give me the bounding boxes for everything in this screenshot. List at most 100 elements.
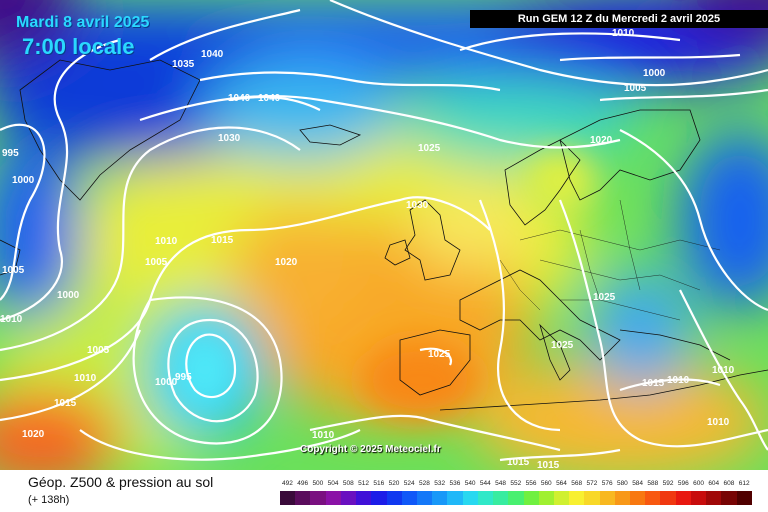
scale-label: 580: [616, 480, 628, 487]
scale-label: 524: [403, 480, 415, 487]
scale-label: 556: [525, 480, 537, 487]
isobar-label: 1015: [642, 378, 665, 389]
isobar-label: 1025: [428, 349, 451, 360]
scale-swatch: [416, 491, 433, 505]
isobar-label: 1000: [12, 175, 35, 186]
isobar-label: 1005: [624, 83, 647, 94]
scale-label: 528: [419, 480, 430, 487]
scale-swatch: [462, 491, 478, 505]
scale-swatch: [523, 491, 539, 505]
scale-label: 512: [358, 480, 369, 487]
scale-label: 608: [723, 480, 735, 487]
isobar-label: 1020: [275, 257, 298, 268]
isobar-label: 1025: [418, 143, 441, 154]
scale-label: 516: [373, 480, 385, 487]
isobar-label: 1010: [612, 28, 635, 39]
isobar-label: 1000: [57, 290, 80, 301]
isobar-label: 1020: [590, 135, 613, 146]
isobar-label: 1005: [2, 265, 25, 276]
scale-label: 600: [693, 480, 704, 487]
scale-swatch: [356, 491, 372, 505]
isobar-label: 1015: [537, 460, 560, 470]
legend-title: Géop. Z500 & pression au sol: [28, 474, 214, 490]
scale-label: 532: [434, 480, 446, 487]
scale-label: 536: [449, 480, 461, 487]
scale-label: 592: [662, 480, 674, 487]
scale-swatch: [690, 491, 707, 505]
scale-label: 548: [495, 480, 507, 487]
isobar-label: 1015: [211, 235, 234, 246]
scale-swatch: [477, 491, 494, 505]
scale-swatch: [660, 491, 676, 505]
scale-swatch: [553, 491, 570, 505]
isobar-label: 1035: [172, 59, 195, 70]
weather-map: 1010 1000 1005 995 1040 1035 1040 1040 1…: [0, 0, 768, 470]
scale-label: 560: [540, 480, 552, 487]
scale-swatch: [721, 491, 737, 505]
scale-swatch: [645, 491, 661, 505]
scale-label: 520: [388, 480, 400, 487]
scale-label: 612: [738, 480, 750, 487]
scale-label: 544: [479, 480, 491, 487]
model-run-label: Run GEM 12 Z du Mercredi 2 avril 2025: [470, 10, 768, 28]
scale-swatch: [599, 491, 615, 505]
scale-label: 568: [571, 480, 583, 487]
scale-label: 504: [327, 480, 339, 487]
scale-label: 572: [586, 480, 598, 487]
isobar-label: 1015: [54, 398, 77, 409]
isobar-label: 1000: [643, 68, 666, 79]
isobar-label: 1010: [712, 365, 735, 376]
scale-swatch: [340, 491, 357, 505]
isobar-label: 1040: [258, 93, 281, 104]
isobar-label: 995: [175, 372, 192, 383]
isobars: [0, 0, 768, 462]
isobar-label: 995: [2, 148, 19, 159]
scale-swatch: [630, 491, 646, 505]
scale-swatch: [614, 491, 631, 505]
isobar-label: 1010: [312, 430, 335, 441]
scale-swatch: [584, 491, 600, 505]
forecast-date: Mardi 8 avril 2025: [16, 14, 150, 31]
scale-swatch: [569, 491, 585, 505]
copyright: Copyright © 2025 Meteociel.fr: [300, 444, 441, 455]
scale-label: 508: [342, 480, 354, 487]
isobar-label: 1010: [707, 417, 730, 428]
isobar-label: 1010: [667, 375, 690, 386]
isobar-label: 1020: [22, 429, 45, 440]
isobar-label: 1040: [228, 93, 251, 104]
scale-swatch: [325, 491, 341, 505]
color-scale-bar: [280, 491, 752, 505]
scale-label: 492: [282, 480, 293, 487]
scale-swatch: [386, 491, 402, 505]
coastlines: [0, 59, 768, 411]
scale-swatch: [401, 491, 417, 505]
scale-swatch: [508, 491, 524, 505]
scale-swatch: [310, 491, 326, 505]
isobar-label: 1010: [74, 373, 97, 384]
isobar-label: 1005: [87, 345, 110, 356]
isobar-label: 1040: [201, 49, 224, 60]
scale-label: 496: [297, 480, 309, 487]
scale-swatch: [280, 491, 296, 505]
scale-swatch: [447, 491, 463, 505]
color-scale-labels: 492 496 500 504 508 512 516 520 524 528 532 536 540 5…: [280, 480, 752, 490]
scale-swatch: [538, 491, 554, 505]
scale-label: 576: [601, 480, 613, 487]
isobar-label: 1025: [593, 292, 616, 303]
scale-swatch: [493, 491, 509, 505]
scale-label: 584: [632, 480, 644, 487]
map-svg: 1010 1000 1005 995 1040 1035 1040 1040 1…: [0, 0, 768, 470]
scale-label: 596: [677, 480, 689, 487]
legend-subtitle: (+ 138h): [28, 494, 70, 506]
forecast-time: 7:00 locale: [22, 34, 135, 59]
scale-label: 604: [708, 480, 720, 487]
scale-swatch: [675, 491, 691, 505]
isobar-label: 1010: [155, 236, 178, 247]
scale-label: 500: [312, 480, 324, 487]
scale-label: 552: [510, 480, 522, 487]
isobar-label: 1000: [155, 377, 178, 388]
isobar-label: 1015: [507, 457, 530, 468]
isobar-label: 1030: [406, 200, 429, 211]
scale-label: 564: [556, 480, 567, 487]
isobar-label: 1030: [218, 133, 241, 144]
